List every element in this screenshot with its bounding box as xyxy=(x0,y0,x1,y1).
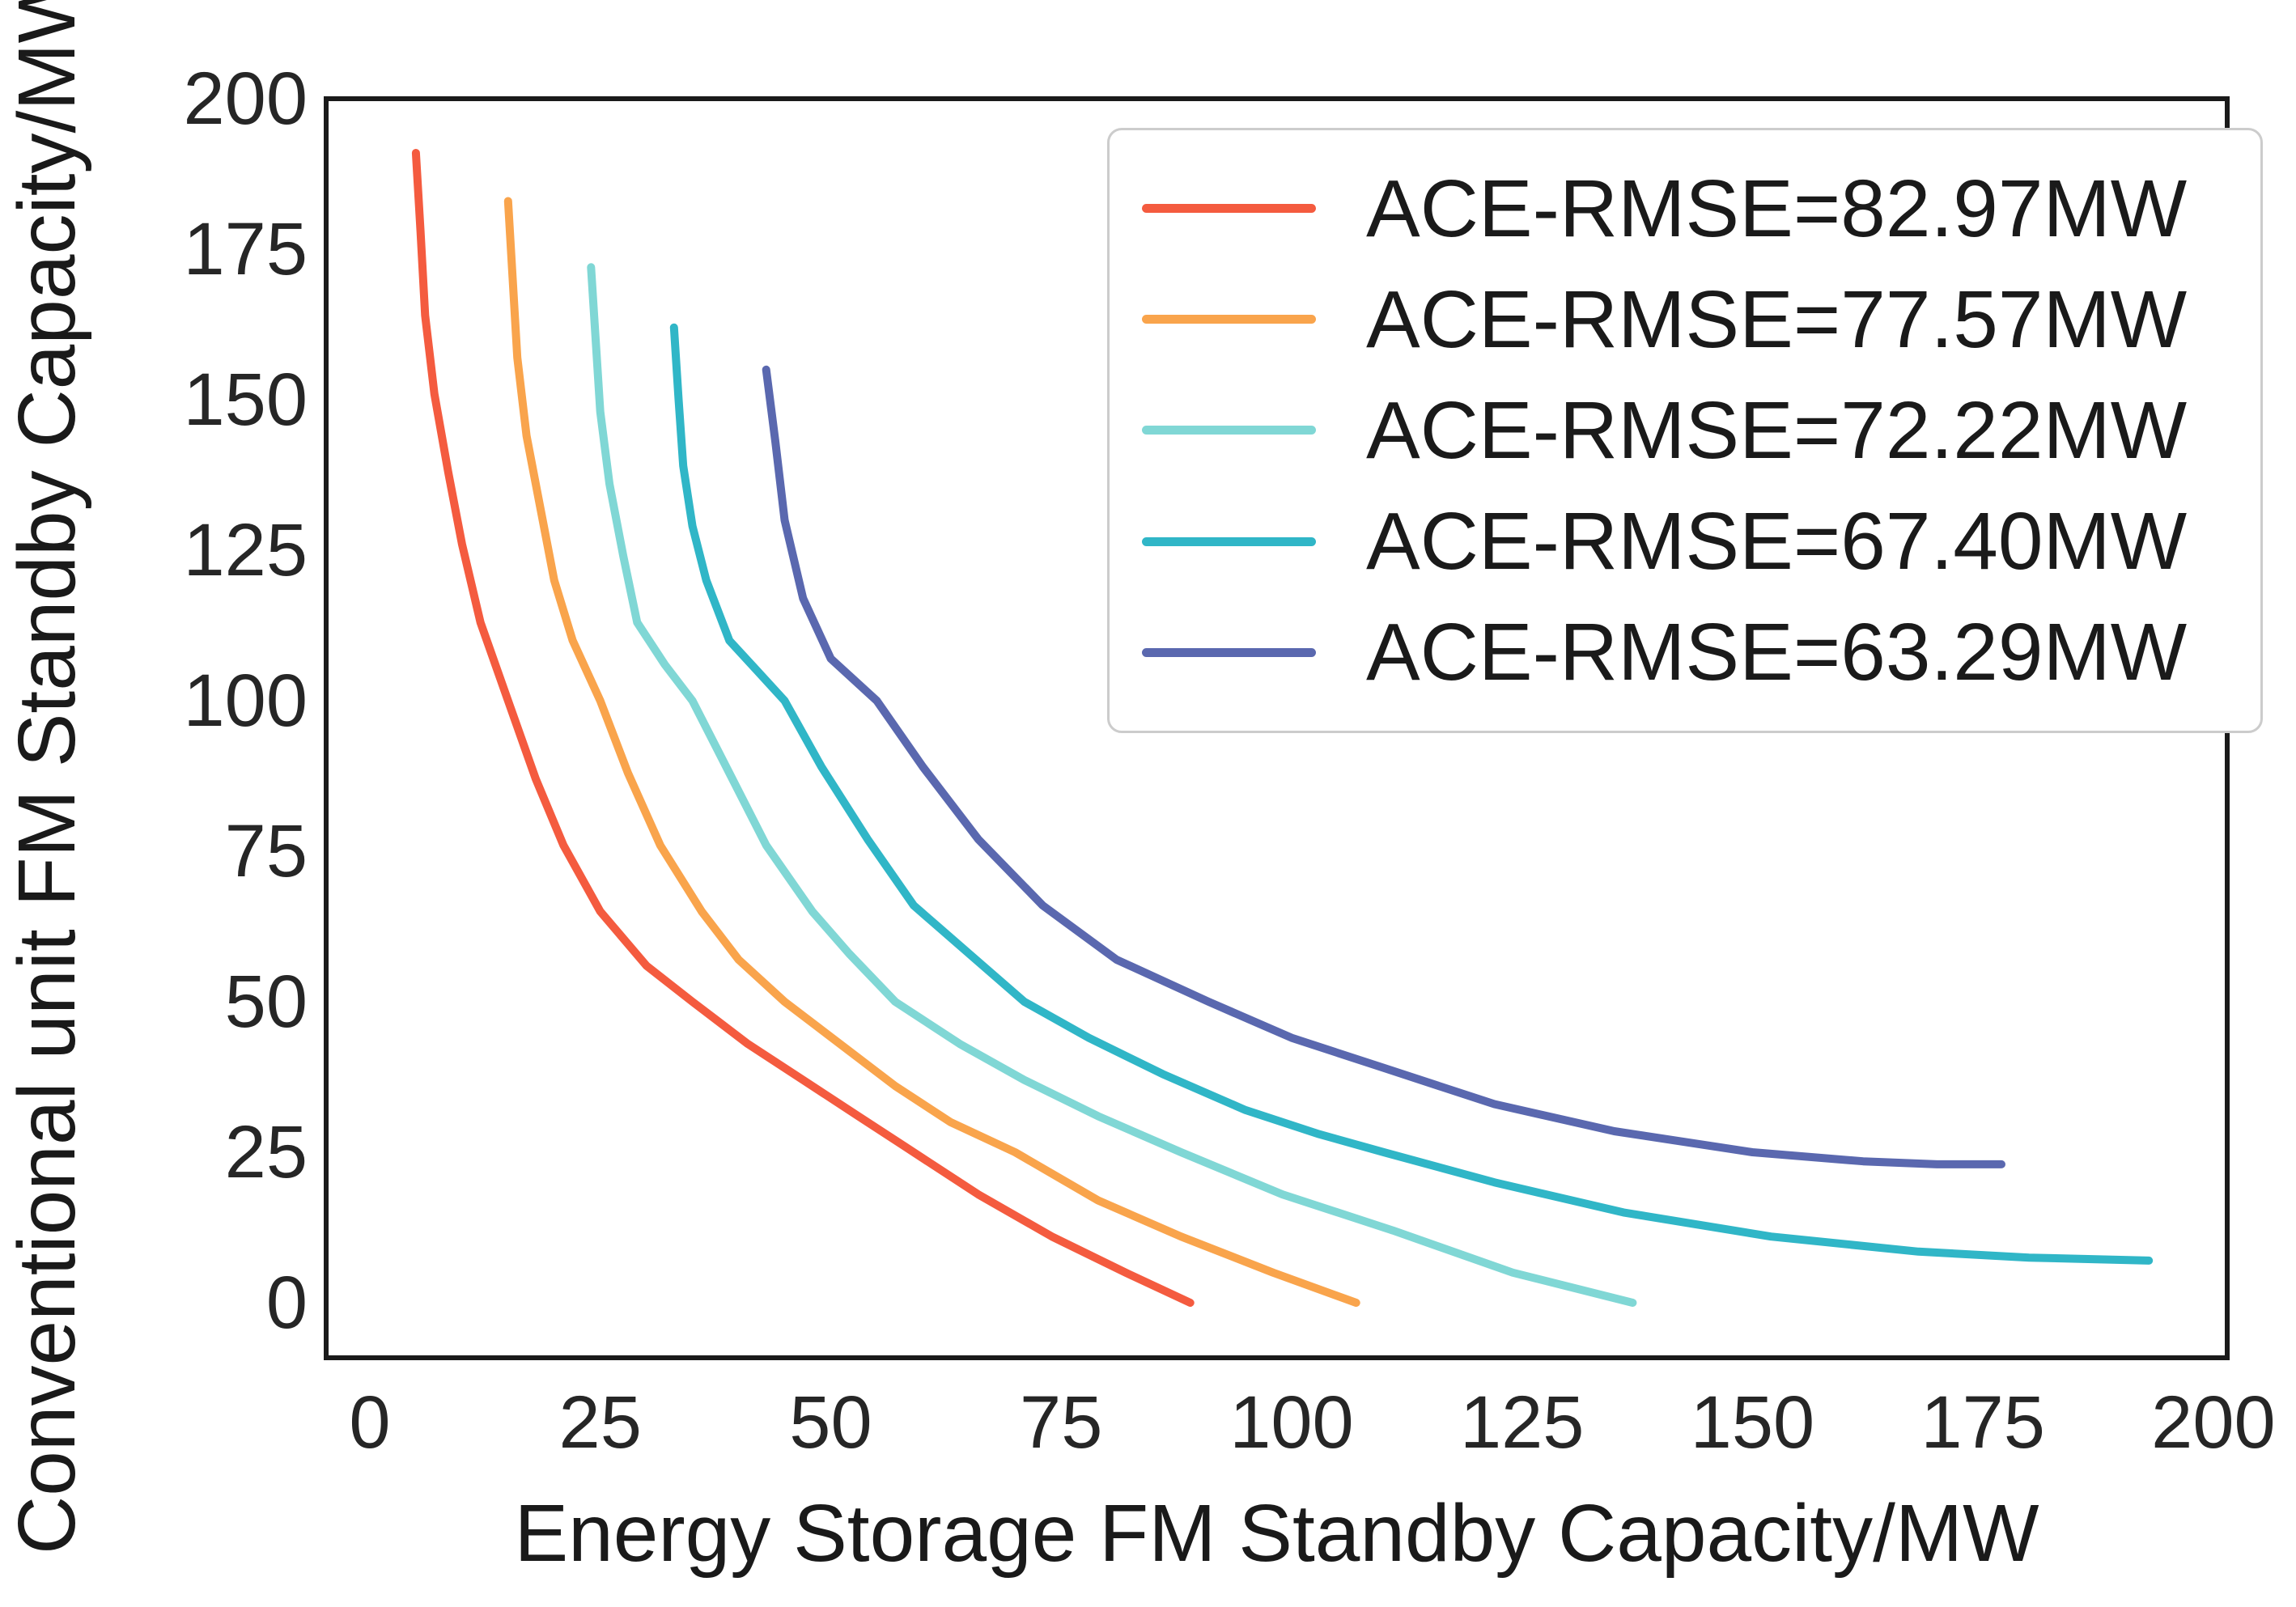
x-tick-label: 25 xyxy=(558,1381,642,1464)
legend-line-swatch xyxy=(1142,204,1316,214)
series-line-3 xyxy=(669,323,2154,1265)
x-tick-label: 0 xyxy=(349,1381,391,1464)
y-tick-label: 75 xyxy=(224,809,308,893)
y-tick-label: 100 xyxy=(183,659,308,742)
y-axis-label: Conventional unit FM Standby Capacity/MW xyxy=(2,0,92,1554)
legend-entry-label: ACE-RMSE=63.29MW xyxy=(1366,607,2188,698)
y-tick-label: 0 xyxy=(265,1261,308,1344)
legend-entry-label: ACE-RMSE=67.40MW xyxy=(1366,496,2188,587)
legend-line-swatch xyxy=(1142,647,1316,657)
legend-line-swatch xyxy=(1142,536,1316,546)
legend-line-swatch xyxy=(1142,426,1316,435)
series-line-1 xyxy=(503,197,1360,1307)
x-tick-label: 175 xyxy=(1920,1381,2045,1464)
y-tick-label: 150 xyxy=(183,358,308,441)
legend-entry-4: ACE-RMSE=63.29MW xyxy=(1142,612,2228,693)
x-tick-label: 200 xyxy=(2151,1381,2276,1464)
x-tick-label: 100 xyxy=(1229,1381,1354,1464)
x-axis-label: Energy Storage FM Standby Capacity/MW xyxy=(514,1488,2039,1579)
y-tick-label: 25 xyxy=(224,1110,308,1194)
x-tick-label: 75 xyxy=(1020,1381,1103,1464)
legend-entry-1: ACE-RMSE=77.57MW xyxy=(1142,279,2228,360)
legend: ACE-RMSE=82.97MW ACE-RMSE=77.57MW ACE-RMSE… xyxy=(1107,128,2263,733)
y-tick-label: 50 xyxy=(224,960,308,1043)
x-tick-label: 150 xyxy=(1690,1381,1815,1464)
series-line-2 xyxy=(587,263,1637,1307)
x-tick-label: 125 xyxy=(1459,1381,1585,1464)
legend-entry-2: ACE-RMSE=72.22MW xyxy=(1142,390,2228,471)
legend-entry-0: ACE-RMSE=82.97MW xyxy=(1142,168,2228,249)
series-line-4 xyxy=(762,365,2005,1168)
y-tick-label: 200 xyxy=(183,57,308,140)
legend-entry-label: ACE-RMSE=77.57MW xyxy=(1366,273,2188,365)
series-line-0 xyxy=(411,149,1195,1307)
legend-entry-3: ACE-RMSE=67.40MW xyxy=(1142,501,2228,582)
y-tick-label: 125 xyxy=(183,508,308,591)
x-tick-label: 50 xyxy=(789,1381,872,1464)
y-tick-label: 175 xyxy=(183,207,308,290)
legend-entry-label: ACE-RMSE=72.22MW xyxy=(1366,384,2188,476)
legend-line-swatch xyxy=(1142,315,1316,324)
legend-entry-label: ACE-RMSE=82.97MW xyxy=(1366,163,2188,254)
